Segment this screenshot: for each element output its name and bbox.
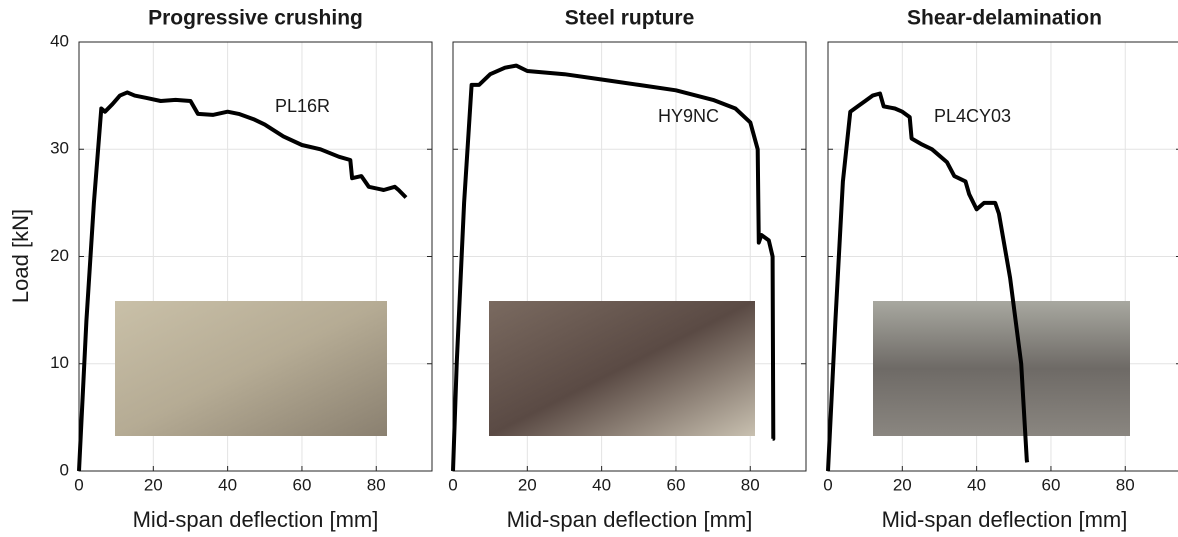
- x-tick-label: 20: [518, 475, 537, 494]
- annotation: PL4CY03: [934, 106, 1011, 126]
- x-tick-label: 20: [893, 475, 912, 494]
- x-tick-label: 20: [144, 475, 163, 494]
- x-tick-label: 60: [1041, 475, 1060, 494]
- x-axis-label: Mid-span deflection [mm]: [133, 507, 379, 532]
- data-line: [77, 90, 408, 472]
- photo: [873, 301, 1130, 436]
- x-tick-label: 80: [1116, 475, 1135, 494]
- x-tick-label: 0: [74, 475, 83, 494]
- x-tick-label: 40: [967, 475, 986, 494]
- data-line: [826, 91, 1030, 472]
- x-tick-label: 0: [448, 475, 457, 494]
- y-tick-label: 40: [50, 31, 69, 50]
- x-tick-label: 40: [592, 475, 611, 494]
- x-tick-label: 60: [292, 475, 311, 494]
- x-tick-label: 40: [218, 475, 237, 494]
- y-tick-label: 20: [50, 246, 69, 265]
- y-tick-label: 0: [60, 460, 69, 479]
- axes-frame: [78, 41, 433, 472]
- annotation: PL16R: [275, 96, 330, 116]
- photo: [489, 301, 755, 436]
- photo: [115, 301, 387, 436]
- x-tick-label: 80: [367, 475, 386, 494]
- axes-frame: [452, 41, 807, 472]
- y-tick-label: 30: [50, 139, 69, 158]
- annotation: HY9NC: [658, 106, 719, 126]
- chart-title: Shear-delamination: [907, 7, 1102, 30]
- chart-title: Steel rupture: [565, 7, 695, 30]
- axes-frame: [827, 41, 1178, 472]
- chart-title: Progressive crushing: [148, 7, 363, 30]
- y-tick-label: 10: [50, 353, 69, 372]
- x-tick-label: 60: [666, 475, 685, 494]
- x-axis-label: Mid-span deflection [mm]: [507, 507, 753, 532]
- x-tick-label: 0: [823, 475, 832, 494]
- x-axis-label: Mid-span deflection [mm]: [882, 507, 1128, 532]
- data-line: [451, 63, 776, 472]
- y-axis-label: Load [kN]: [8, 209, 33, 303]
- x-tick-label: 80: [741, 475, 760, 494]
